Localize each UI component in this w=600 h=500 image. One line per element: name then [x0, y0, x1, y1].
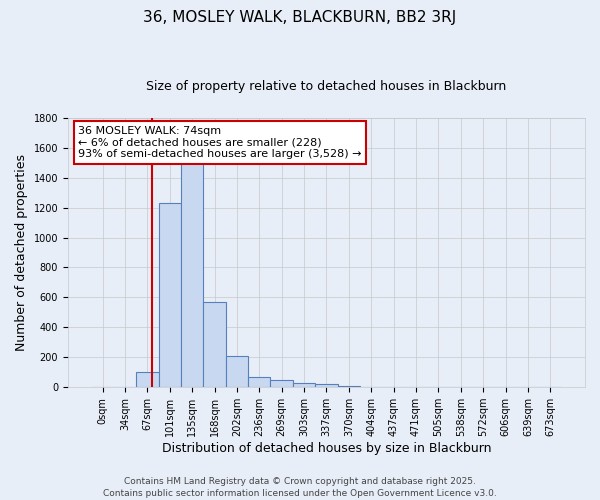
Title: Size of property relative to detached houses in Blackburn: Size of property relative to detached ho… — [146, 80, 506, 93]
Bar — [248, 376, 271, 387]
Bar — [338, 386, 360, 387]
Bar — [226, 356, 248, 387]
Bar — [203, 302, 226, 387]
Bar — [181, 162, 203, 387]
Bar — [271, 380, 293, 387]
Bar — [315, 384, 338, 387]
Text: 36, MOSLEY WALK, BLACKBURN, BB2 3RJ: 36, MOSLEY WALK, BLACKBURN, BB2 3RJ — [143, 10, 457, 25]
Bar — [136, 372, 158, 387]
Bar — [293, 382, 315, 387]
Text: Contains HM Land Registry data © Crown copyright and database right 2025.
Contai: Contains HM Land Registry data © Crown c… — [103, 476, 497, 498]
X-axis label: Distribution of detached houses by size in Blackburn: Distribution of detached houses by size … — [162, 442, 491, 455]
Y-axis label: Number of detached properties: Number of detached properties — [15, 154, 28, 351]
Bar — [158, 203, 181, 387]
Text: 36 MOSLEY WALK: 74sqm
← 6% of detached houses are smaller (228)
93% of semi-deta: 36 MOSLEY WALK: 74sqm ← 6% of detached h… — [78, 126, 362, 159]
